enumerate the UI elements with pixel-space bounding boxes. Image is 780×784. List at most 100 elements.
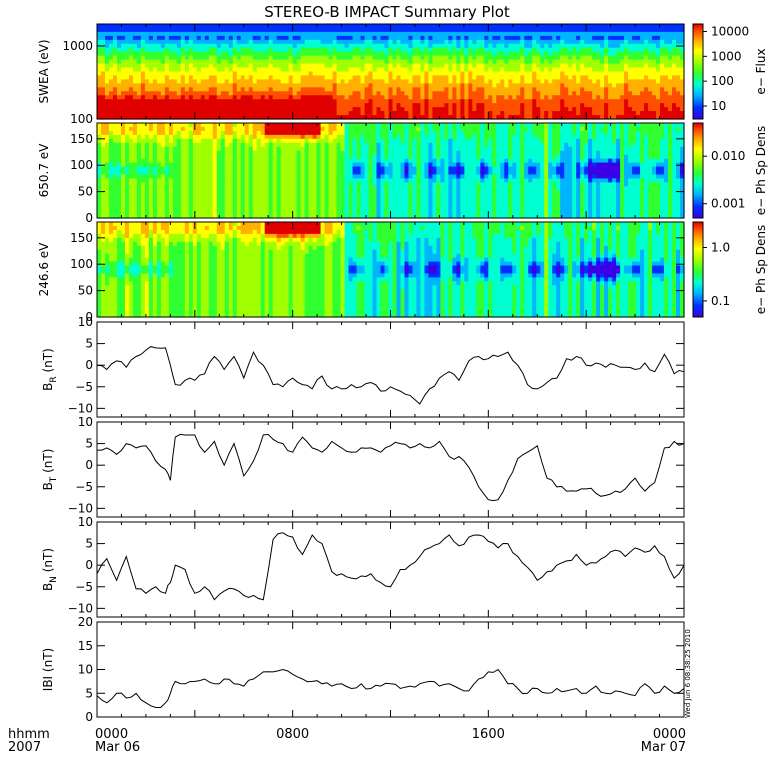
spectrogram-cell	[468, 60, 473, 65]
spectrogram-cell	[241, 123, 246, 128]
spectrogram-cell	[117, 48, 122, 53]
spectrogram-cell	[329, 68, 334, 73]
spectrogram-cell	[165, 44, 170, 49]
spectrogram-cell	[109, 95, 114, 100]
spectrogram-cell	[257, 68, 262, 73]
spectrogram-cell	[309, 36, 314, 41]
spectrogram-cell	[349, 60, 354, 65]
spectrogram-cell	[604, 99, 609, 104]
spectrogram-cell	[412, 28, 417, 33]
spectrogram-cell	[648, 36, 653, 41]
spectrogram-cell	[392, 68, 397, 73]
spectrogram-cell	[121, 194, 126, 199]
spectrogram-cell	[145, 143, 150, 148]
spectrogram-cell	[101, 186, 106, 191]
spectrogram-cell	[277, 48, 282, 53]
spectrogram-cell	[221, 127, 226, 132]
spectrogram-cell	[432, 52, 437, 57]
spectrogram-cell	[608, 68, 613, 73]
spectrogram-cell	[301, 32, 306, 37]
spectrogram-cell	[333, 52, 338, 57]
spectrogram-cell	[528, 87, 533, 92]
spectrogram-cell	[432, 56, 437, 61]
spectrogram-cell	[185, 91, 190, 96]
spectrogram-cell	[249, 131, 254, 136]
spectrogram-cell	[313, 159, 318, 164]
spectrogram-cell	[289, 163, 294, 168]
spectrogram-cell	[576, 79, 581, 84]
spectrogram-cell	[249, 95, 254, 100]
spectrogram-cell	[412, 75, 417, 80]
spectrogram-cell	[233, 75, 238, 80]
spectrogram-cell	[309, 198, 314, 203]
spectrogram-cell	[392, 107, 397, 112]
spectrogram-cell	[193, 48, 198, 53]
spectrogram-cell	[201, 202, 206, 207]
spectrogram-cell	[484, 32, 489, 37]
spectrogram-cell	[229, 36, 234, 41]
spectrogram-cell	[540, 87, 545, 92]
spectrogram-cell	[129, 123, 134, 128]
spectrogram-cell	[213, 178, 218, 183]
spectrogram-cell	[193, 36, 198, 41]
spectrogram-cell	[572, 32, 577, 37]
spectrogram-cell	[217, 56, 222, 61]
spectrogram-cell	[564, 64, 569, 69]
spectrogram-cell	[169, 40, 174, 45]
spectrogram-cell	[544, 75, 549, 80]
spectrogram-cell	[281, 68, 286, 73]
spectrogram-cell	[616, 99, 621, 104]
spectrogram-cell	[468, 36, 473, 41]
spectrogram-cell	[584, 36, 589, 41]
spectrogram-cell	[524, 79, 529, 84]
spectrogram-cell	[349, 72, 354, 77]
spectrogram-cell	[205, 36, 210, 41]
spectrogram-cell	[432, 99, 437, 104]
spectrogram-cell	[620, 52, 625, 57]
spectrogram-cell	[576, 52, 581, 57]
spectrogram-cell	[173, 99, 178, 104]
spectrogram-cell	[313, 167, 318, 172]
spectrogram-cell	[161, 139, 166, 144]
spectrogram-cell	[560, 36, 565, 41]
spectrogram-cell	[456, 64, 461, 69]
spectrogram-cell	[664, 40, 669, 45]
spectrogram-cell	[173, 174, 178, 179]
spectrogram-cell	[325, 202, 330, 207]
spectrogram-cell	[161, 210, 166, 215]
spectrogram-cell	[297, 178, 302, 183]
spectrogram-cell	[161, 163, 166, 168]
spectrogram-cell	[556, 32, 561, 37]
spectrogram-cell	[125, 198, 130, 203]
spectrogram-cell	[524, 44, 529, 49]
spectrogram-cell	[221, 186, 226, 191]
spectrogram-cell	[221, 99, 226, 104]
spectrogram-cell	[257, 107, 262, 112]
spectrogram-cell	[137, 44, 142, 49]
spectrogram-cell	[109, 182, 114, 187]
spectrogram-cell	[528, 44, 533, 49]
spectrogram-cell	[261, 131, 266, 136]
spectrogram-cell	[524, 56, 529, 61]
spectrogram-cell	[361, 36, 366, 41]
spectrogram-cell	[245, 151, 250, 156]
spectrogram-cell	[113, 36, 118, 41]
spectrogram-cell	[293, 75, 298, 80]
spectrogram-cell	[225, 24, 230, 29]
spectrogram-cell	[177, 48, 182, 53]
spectrogram-cell	[444, 91, 449, 96]
spectrogram-cell	[249, 64, 254, 69]
spectrogram-cell	[149, 91, 154, 96]
spectrogram-cell	[261, 40, 266, 45]
spectrogram-cell	[508, 64, 513, 69]
spectrogram-cell	[325, 103, 330, 108]
spectrogram-cell	[113, 174, 118, 179]
spectrogram-cell	[245, 24, 250, 29]
spectrogram-cell	[424, 52, 429, 57]
spectrogram-cell	[97, 99, 102, 104]
spectrogram-cell	[580, 48, 585, 53]
spectrogram-cell	[448, 111, 453, 116]
spectrogram-cell	[249, 60, 254, 65]
spectrogram-cell	[608, 87, 613, 92]
spectrogram-cell	[281, 151, 286, 156]
